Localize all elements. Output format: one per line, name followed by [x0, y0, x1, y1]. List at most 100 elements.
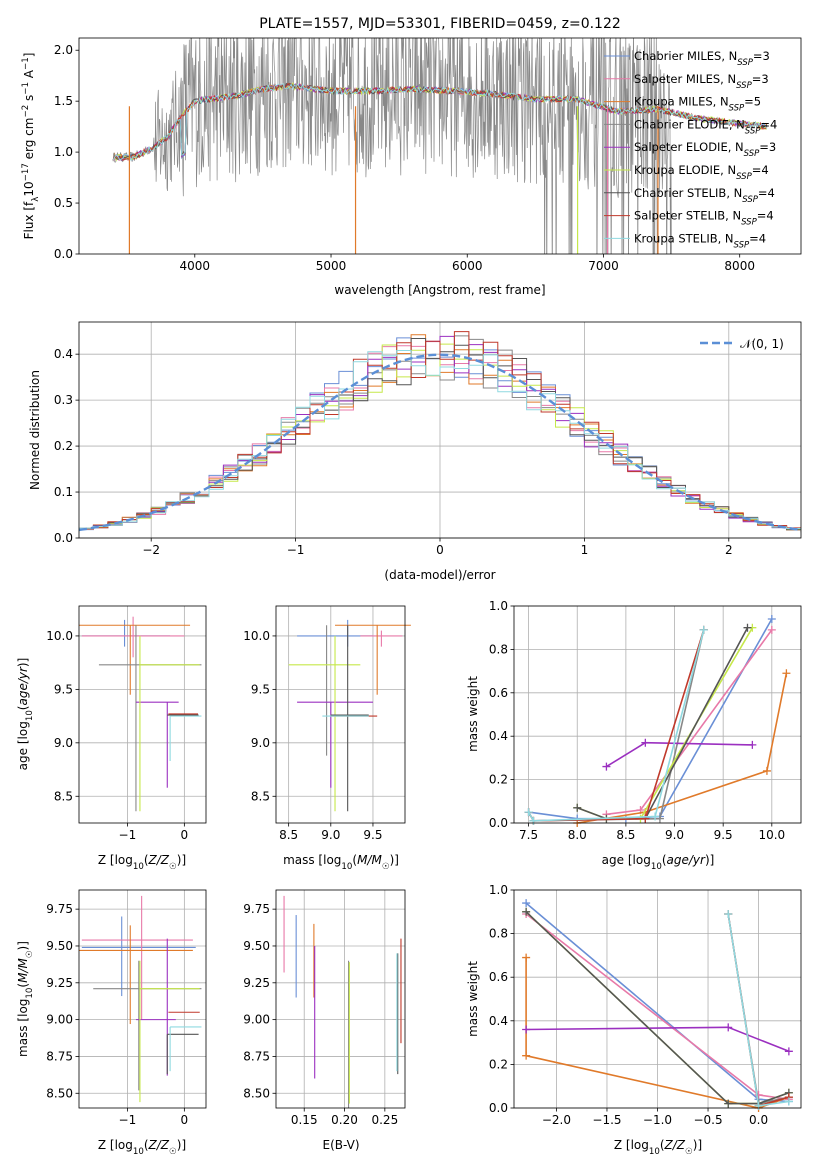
- label-part: −17: [21, 163, 31, 181]
- y-tick-label: 9.50: [46, 939, 73, 953]
- y-tick-label: 1.0: [489, 599, 508, 613]
- y-axis-label: Flux [fλ10−17 erg cm−2 s−1 A−1]: [21, 53, 41, 240]
- marker-salpeter_elodie: [522, 1025, 531, 1034]
- mass-vs-extinction-panel: 0.15 0.20 0.25 8.50 8.75 9.00 9.25 9.50 9.75 E(B-…: [243, 889, 406, 1152]
- legend-text: Salpeter ELODIE, N: [634, 140, 744, 154]
- marker-kroupa_stelib: [784, 1097, 793, 1106]
- label-part: Z [log: [98, 1138, 133, 1152]
- x-tick-label: −2: [142, 543, 160, 557]
- label-part: age [log: [16, 721, 30, 770]
- marker-chabrier_stelib: [573, 803, 582, 812]
- chart-title: PLATE=1557, MJD=53301, FIBERID=0459, z=0…: [259, 16, 621, 32]
- x-tick-label: 9.5: [714, 828, 733, 842]
- legend-text: Chabrier ELODIE, N: [634, 117, 745, 131]
- legend-sub: SSP: [734, 240, 750, 250]
- x-axis-label: mass [log10(M/M☉)]: [283, 853, 399, 872]
- y-axis-label: age [log10(age/yr)]: [16, 658, 35, 771]
- x-tick-label: 2: [725, 543, 733, 557]
- marker-salpeter_elodie: [784, 1047, 793, 1056]
- label-part: )]: [390, 853, 399, 867]
- y-tick-label: 9.00: [243, 1013, 270, 1027]
- y-tick-label: 10.0: [46, 629, 73, 643]
- legend-entry: Salpeter STELIB, NSSP=4: [634, 209, 774, 228]
- legend-sub: SSP: [742, 195, 758, 205]
- y-tick-label: 9.0: [54, 736, 73, 750]
- label-part: (: [352, 853, 357, 867]
- label-part: 10: [651, 862, 662, 872]
- marker-chabrier_miles: [767, 615, 776, 624]
- x-tick-label: 6000: [452, 259, 483, 273]
- x-tick-label: −1: [119, 1113, 137, 1127]
- label-part: )]: [177, 853, 186, 867]
- weight-line-chabrier_stelib: [525, 911, 790, 1105]
- label-part: −1: [21, 57, 31, 70]
- legend-entry: Salpeter ELODIE, NSSP=3: [634, 140, 776, 159]
- marker-chabrier_stelib: [522, 907, 531, 916]
- x-tick-label: 9.0: [321, 828, 340, 842]
- y-axis-label: Normed distribution: [28, 370, 42, 490]
- marker-chabrier_elodie: [655, 814, 664, 823]
- marker-chabrier_stelib: [724, 1099, 733, 1108]
- y-tick-label: 0.2: [489, 1057, 508, 1071]
- label-part: )]: [693, 1138, 702, 1152]
- y-tick-label: 0.4: [489, 1014, 508, 1028]
- x-axis-label: age [log10(age/yr)]: [602, 853, 715, 872]
- marker-chabrier_stelib: [743, 623, 752, 632]
- mass-vs-metallicity-panel: −1 08.508.759.009.259.509.75Z [log10(Z/Z☉…: [16, 889, 207, 1157]
- x-axis-label: Z [log10(Z/Z☉)]: [98, 1138, 186, 1157]
- axes-frame: [275, 605, 406, 824]
- y-tick-label: 0.4: [489, 729, 508, 743]
- legend-text: Kroupa STELIB, N: [634, 231, 734, 245]
- marker-salpeter_elodie: [602, 762, 611, 771]
- spectrum-panel: 4000 5000 6000 7000 8000 0.0 0.5 1.0 1.5 2.0 PLATE…: [21, 16, 802, 297]
- label-part: )]: [16, 941, 30, 950]
- y-axis-label: mass weight: [466, 676, 480, 752]
- label-part: )]: [177, 1138, 186, 1152]
- y-tick-label: 9.75: [46, 902, 73, 916]
- x-tick-label: 8.5: [616, 828, 635, 842]
- label-part: ☉: [169, 862, 177, 872]
- label-part: Z [log: [98, 853, 133, 867]
- histogram-kroupa_stelib: [79, 350, 801, 533]
- legend-text: =4: [758, 186, 775, 200]
- x-tick-label: −1.5: [592, 1113, 621, 1127]
- label-part: (: [662, 853, 667, 867]
- y-axis-label: mass weight: [466, 961, 480, 1037]
- label-part: 10: [133, 862, 144, 872]
- axes-frame: [513, 605, 802, 824]
- x-tick-label: 8000: [724, 259, 755, 273]
- x-tick-label: 9.5: [363, 828, 382, 842]
- label-part: M/M: [357, 853, 382, 867]
- label-part: Z [log: [614, 1138, 649, 1152]
- marker-kroupa_stelib: [699, 625, 708, 634]
- axes-frame: [78, 605, 207, 824]
- label-part: (: [660, 1138, 665, 1152]
- x-axis-label: Z [log10(Z/Z☉)]: [98, 853, 186, 872]
- label-part: ☉: [382, 862, 390, 872]
- legend-sub: SSP: [745, 126, 761, 136]
- x-axis-label: E(B-V): [322, 1138, 359, 1152]
- legend-entry: Chabrier MILES, NSSP=3: [634, 49, 770, 68]
- label-part: Z/Z: [148, 853, 170, 867]
- legend-text: Chabrier STELIB, N: [634, 186, 742, 200]
- axes-frame: [275, 889, 406, 1109]
- residual-panel: −2 −1 0 1 2 0.0 0.1 0.2 0.3 0.4 𝒩(0, 1) (data-model…: [28, 321, 802, 582]
- x-tick-label: −0.5: [693, 1113, 722, 1127]
- legend-entry: Kroupa MILES, NSSP=5: [634, 95, 761, 114]
- x-tick-label: −2.0: [542, 1113, 571, 1127]
- x-tick-label: 7000: [588, 259, 619, 273]
- label-part: ]: [22, 53, 36, 58]
- legend-text: Chabrier MILES, N: [634, 49, 737, 63]
- x-tick-label: 0: [436, 543, 444, 557]
- y-tick-label: 9.5: [251, 682, 270, 696]
- y-tick-label: 8.50: [46, 1086, 73, 1100]
- legend-text: Kroupa ELODIE, N: [634, 163, 736, 177]
- legend-sub: SSP: [736, 172, 752, 182]
- legend-entry: Salpeter MILES, NSSP=3: [634, 72, 769, 91]
- label-part: (: [144, 1138, 149, 1152]
- label-part: 10: [22, 181, 36, 196]
- y-tick-label: 9.75: [243, 902, 270, 916]
- label-part: 10: [341, 862, 352, 872]
- y-tick-label: 10.0: [243, 629, 270, 643]
